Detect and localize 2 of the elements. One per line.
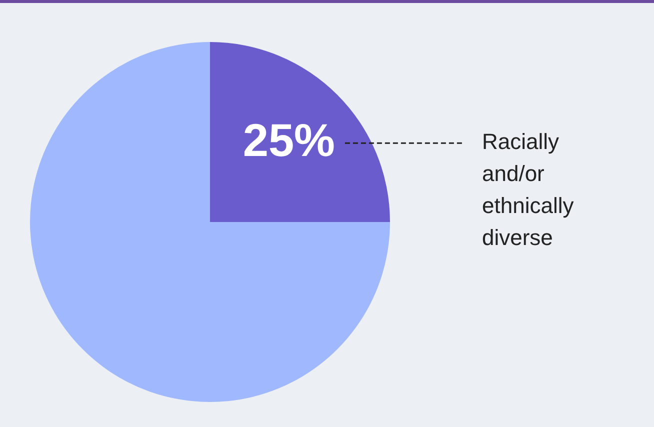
slice-label: Racially and/or ethnically diverse [482, 129, 574, 250]
data-label: 25% [242, 114, 335, 166]
